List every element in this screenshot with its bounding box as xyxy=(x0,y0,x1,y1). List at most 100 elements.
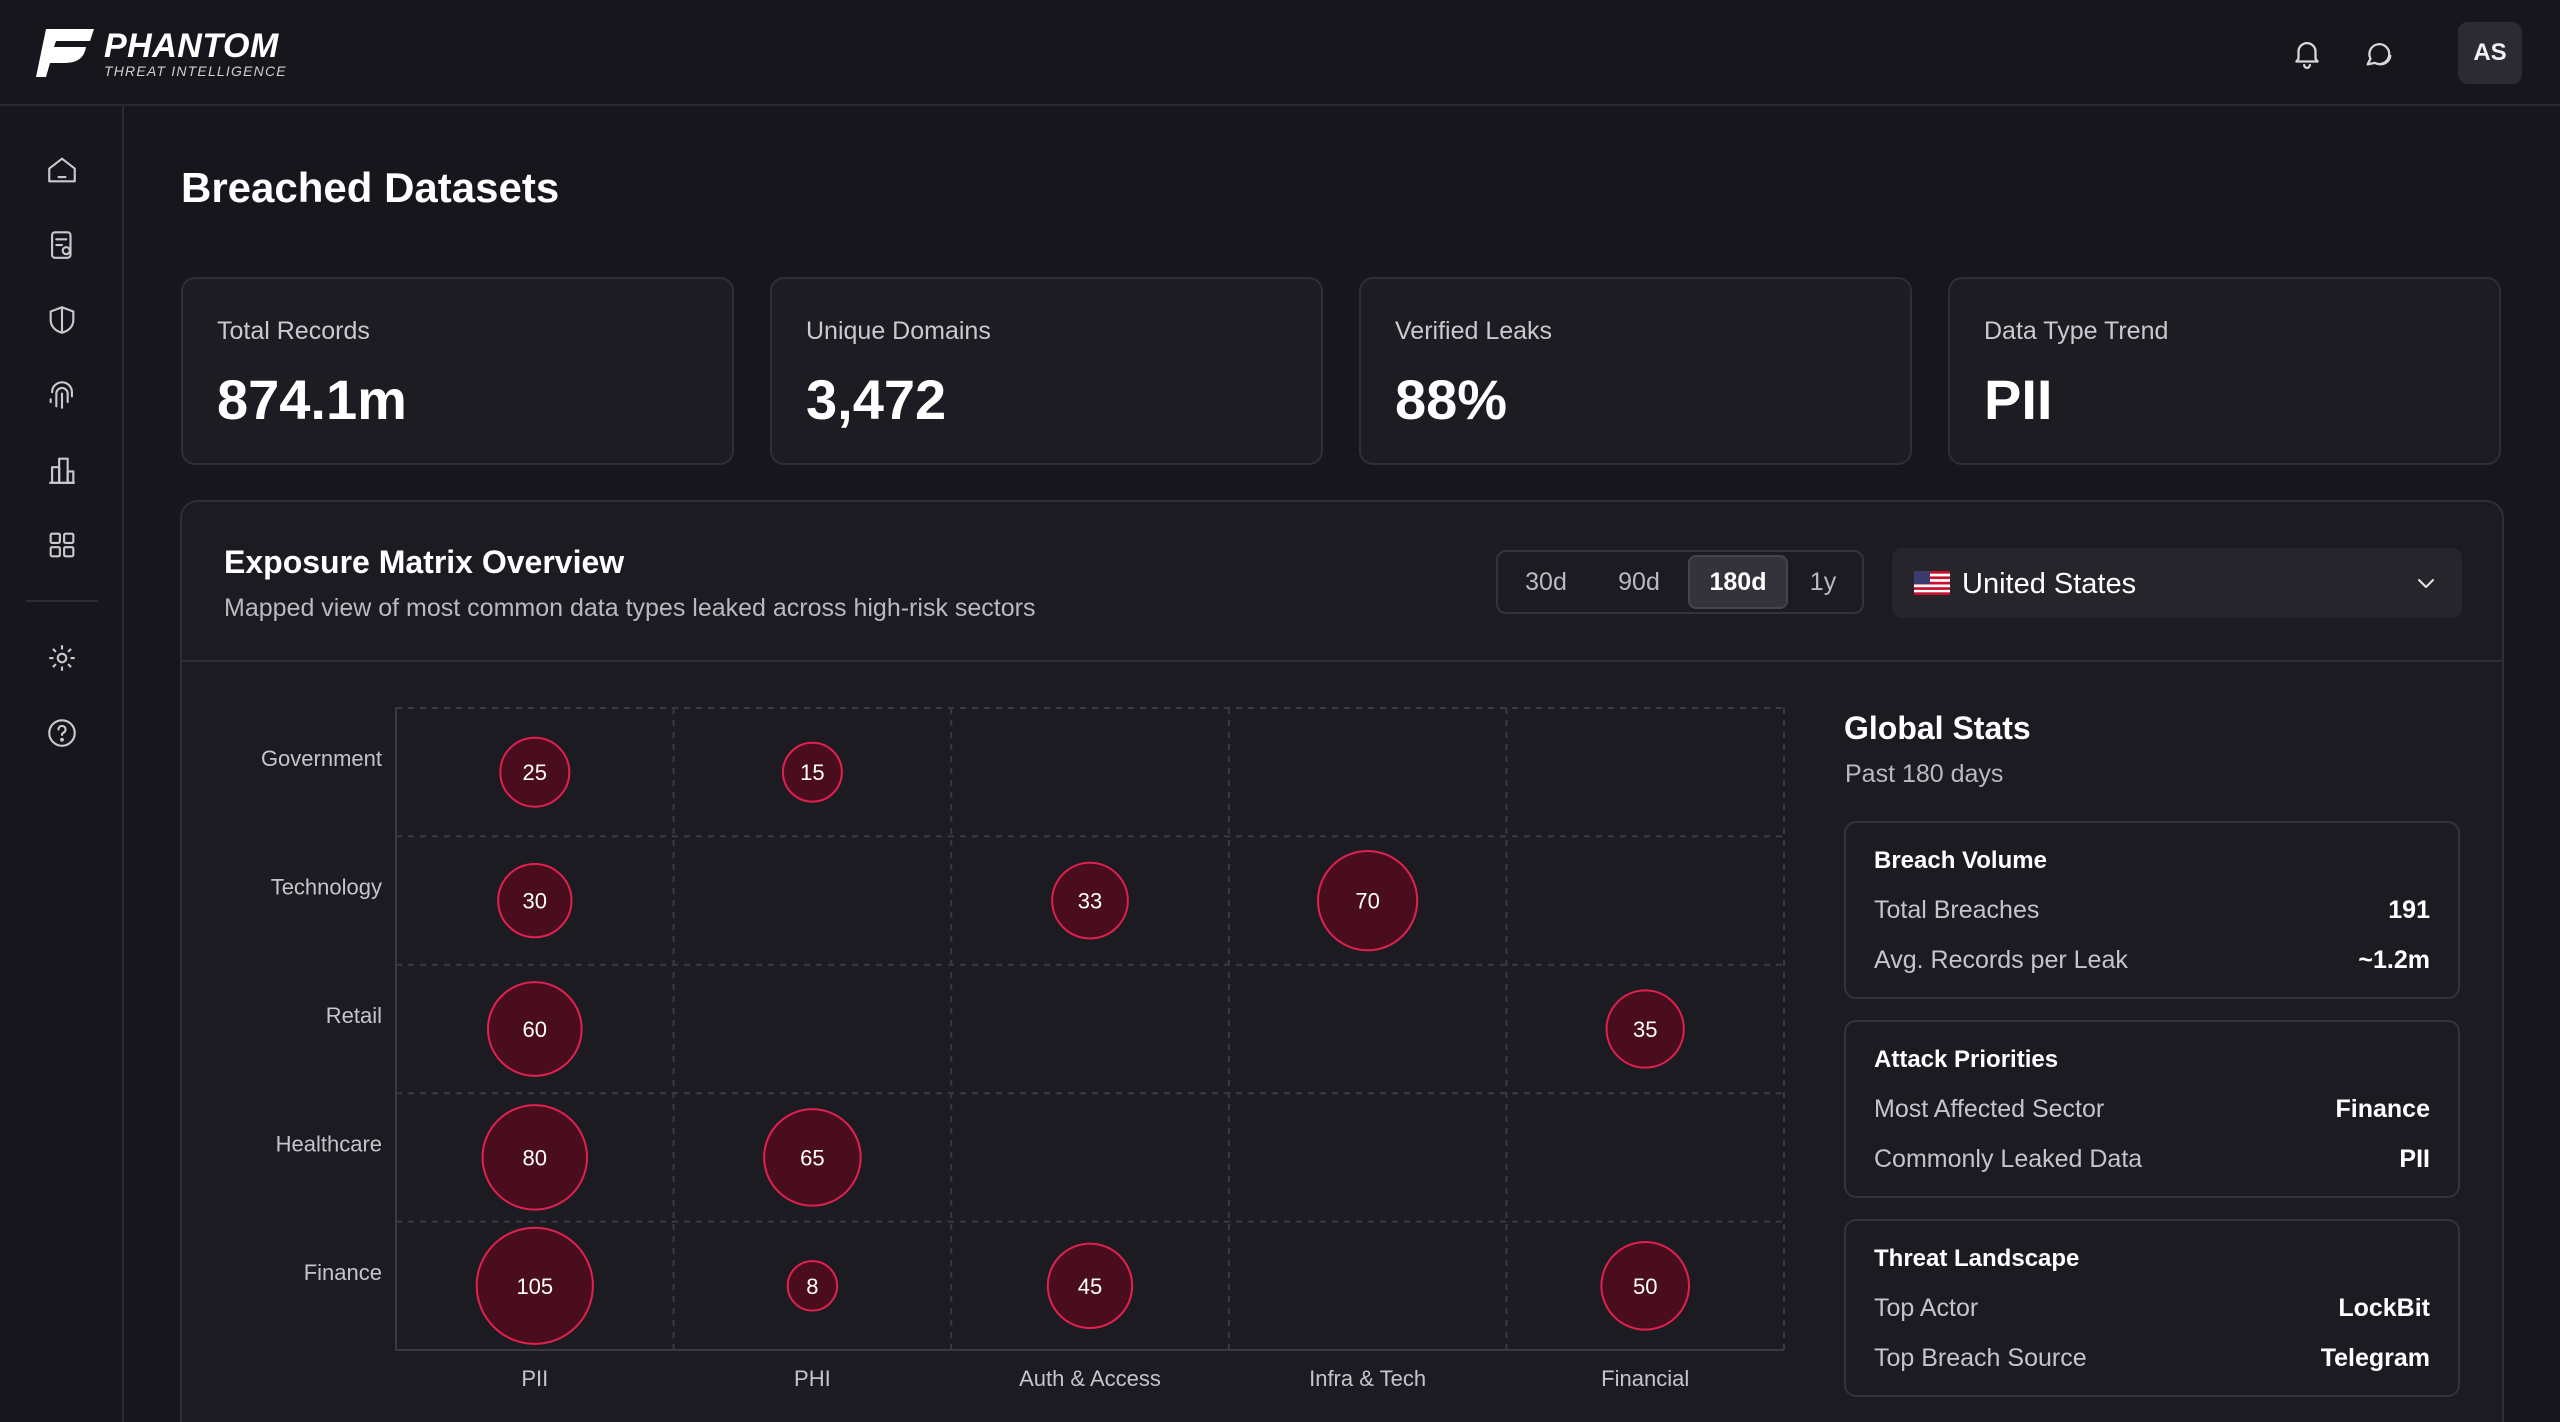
x-axis-label: PII xyxy=(521,1366,548,1391)
us-flag-icon xyxy=(1914,571,1950,595)
x-axis-label: Financial xyxy=(1601,1366,1689,1391)
bubble xyxy=(1316,849,1419,952)
stat-label: Total Records xyxy=(217,317,370,345)
range-30d-button[interactable]: 30d xyxy=(1525,567,1567,596)
bubble-value-label: 60 xyxy=(523,1017,547,1042)
brand-name: PHANTOM xyxy=(104,26,279,65)
y-axis-label: Government xyxy=(261,746,382,771)
range-90d-button[interactable]: 90d xyxy=(1618,567,1660,596)
messages-button[interactable] xyxy=(2358,32,2400,74)
stat-key: Top Actor xyxy=(1874,1293,1979,1322)
bubble-value-label: 45 xyxy=(1078,1274,1102,1299)
stat-value: PII xyxy=(1984,368,2053,431)
stat-card-total-records: Total Records 874.1m xyxy=(181,277,734,465)
shield-icon xyxy=(49,306,75,334)
stat-card-data-type-trend: Data Type Trend PII xyxy=(1948,277,2501,465)
bubble-value-label: 80 xyxy=(523,1145,547,1170)
notifications-button[interactable] xyxy=(2286,32,2328,74)
bubble-value-label: 8 xyxy=(806,1274,818,1299)
home-icon xyxy=(48,157,76,183)
phantom-logo-icon xyxy=(36,29,94,77)
brand-tagline: THREAT INTELLIGENCE xyxy=(104,62,287,79)
card-title: Attack Priorities xyxy=(1874,1046,2059,1073)
stat-value: 3,472 xyxy=(806,368,947,431)
stat-value: ~1.2m xyxy=(2358,945,2430,974)
sidebar-item-help[interactable] xyxy=(40,711,84,755)
stat-row: Total Breaches 191 xyxy=(1874,893,2430,927)
sidebar-item-apps[interactable] xyxy=(40,523,84,567)
bubble xyxy=(1605,989,1685,1069)
user-avatar[interactable]: AS xyxy=(2458,22,2522,84)
bubble xyxy=(497,862,573,939)
building-icon xyxy=(49,457,75,484)
sidebar-item-organizations[interactable] xyxy=(40,448,84,492)
bubble-value-label: 35 xyxy=(1633,1017,1657,1042)
stat-key: Commonly Leaked Data xyxy=(1874,1144,2143,1173)
card-title: Breach Volume xyxy=(1874,847,2047,874)
stat-value: Finance xyxy=(2335,1094,2430,1123)
header-actions: AS xyxy=(2286,22,2522,84)
panel-subtitle: Mapped view of most common data types le… xyxy=(224,594,1036,622)
stat-label: Unique Domains xyxy=(806,317,991,345)
range-1y-button[interactable]: 1y xyxy=(1809,567,1837,596)
sidebar-divider xyxy=(26,600,98,602)
card-title: Threat Landscape xyxy=(1874,1245,2080,1272)
bubble-value-label: 30 xyxy=(523,889,547,914)
bubble xyxy=(486,981,583,1077)
stat-value: PII xyxy=(2399,1144,2430,1173)
sidebar-item-reports[interactable] xyxy=(40,223,84,267)
stat-value: Telegram xyxy=(2320,1343,2430,1372)
bubble-value-label: 50 xyxy=(1633,1274,1657,1299)
country-select[interactable]: United States xyxy=(1892,548,2462,618)
bubble-value-label: 70 xyxy=(1355,889,1379,914)
panel-title: Exposure Matrix Overview xyxy=(224,544,625,580)
stat-card-verified-leaks: Verified Leaks 88% xyxy=(1359,277,1912,465)
stat-label: Data Type Trend xyxy=(1984,317,2169,345)
bubble xyxy=(475,1226,594,1345)
country-name: United States xyxy=(1962,568,2137,600)
x-axis-label: PHI xyxy=(794,1366,831,1391)
sidebar-item-settings[interactable] xyxy=(40,636,84,680)
chat-icon xyxy=(2366,43,2392,66)
bubble-value-label: 15 xyxy=(800,760,824,785)
bubble xyxy=(481,1104,589,1211)
bubble xyxy=(786,1260,839,1312)
stat-key: Avg. Records per Leak xyxy=(1874,945,2128,974)
threat-landscape-card: Threat Landscape Top Actor LockBit Top B… xyxy=(1844,1219,2460,1397)
x-axis-label: Auth & Access xyxy=(1019,1366,1161,1391)
brand-logo[interactable]: PHANTOM THREAT INTELLIGENCE xyxy=(36,26,287,80)
y-axis-label: Retail xyxy=(326,1003,382,1028)
bubble xyxy=(1600,1240,1691,1331)
y-axis-label: Finance xyxy=(304,1260,382,1285)
stat-row: Avg. Records per Leak ~1.2m xyxy=(1874,943,2430,977)
sidebar-item-home[interactable] xyxy=(40,148,84,192)
chevron-down-icon xyxy=(2418,579,2434,588)
bubble-value-label: 105 xyxy=(516,1274,553,1299)
stat-value: 874.1m xyxy=(217,368,407,431)
stat-card-unique-domains: Unique Domains 3,472 xyxy=(770,277,1323,465)
sidebar-item-identity[interactable] xyxy=(40,373,84,417)
bubble xyxy=(781,741,843,803)
stat-key: Most Affected Sector xyxy=(1874,1094,2105,1123)
stat-row: Commonly Leaked Data PII xyxy=(1874,1142,2430,1176)
stat-key: Total Breaches xyxy=(1874,895,2040,924)
stat-key: Top Breach Source xyxy=(1874,1343,2087,1372)
bubble xyxy=(1046,1242,1134,1329)
top-bar: PHANTOM THREAT INTELLIGENCE AS xyxy=(0,0,2560,106)
bell-icon xyxy=(2295,42,2319,69)
range-180d-button[interactable]: 180d xyxy=(1688,555,1788,609)
sidebar xyxy=(0,106,124,1422)
sidebar-item-security[interactable] xyxy=(40,298,84,342)
breach-volume-card: Breach Volume Total Breaches 191 Avg. Re… xyxy=(1844,821,2460,999)
bubble xyxy=(763,1108,862,1207)
fingerprint-icon xyxy=(49,381,73,409)
stat-value: LockBit xyxy=(2338,1293,2430,1322)
gear-icon xyxy=(49,645,75,671)
bubble-value-label: 33 xyxy=(1078,889,1102,914)
bubble xyxy=(499,736,571,808)
page-title: Breached Datasets xyxy=(181,164,560,211)
stat-value: 191 xyxy=(2388,895,2430,924)
bubble-value-label: 65 xyxy=(800,1145,824,1170)
stat-row: Most Affected Sector Finance xyxy=(1874,1092,2430,1126)
bubble xyxy=(1051,861,1129,940)
